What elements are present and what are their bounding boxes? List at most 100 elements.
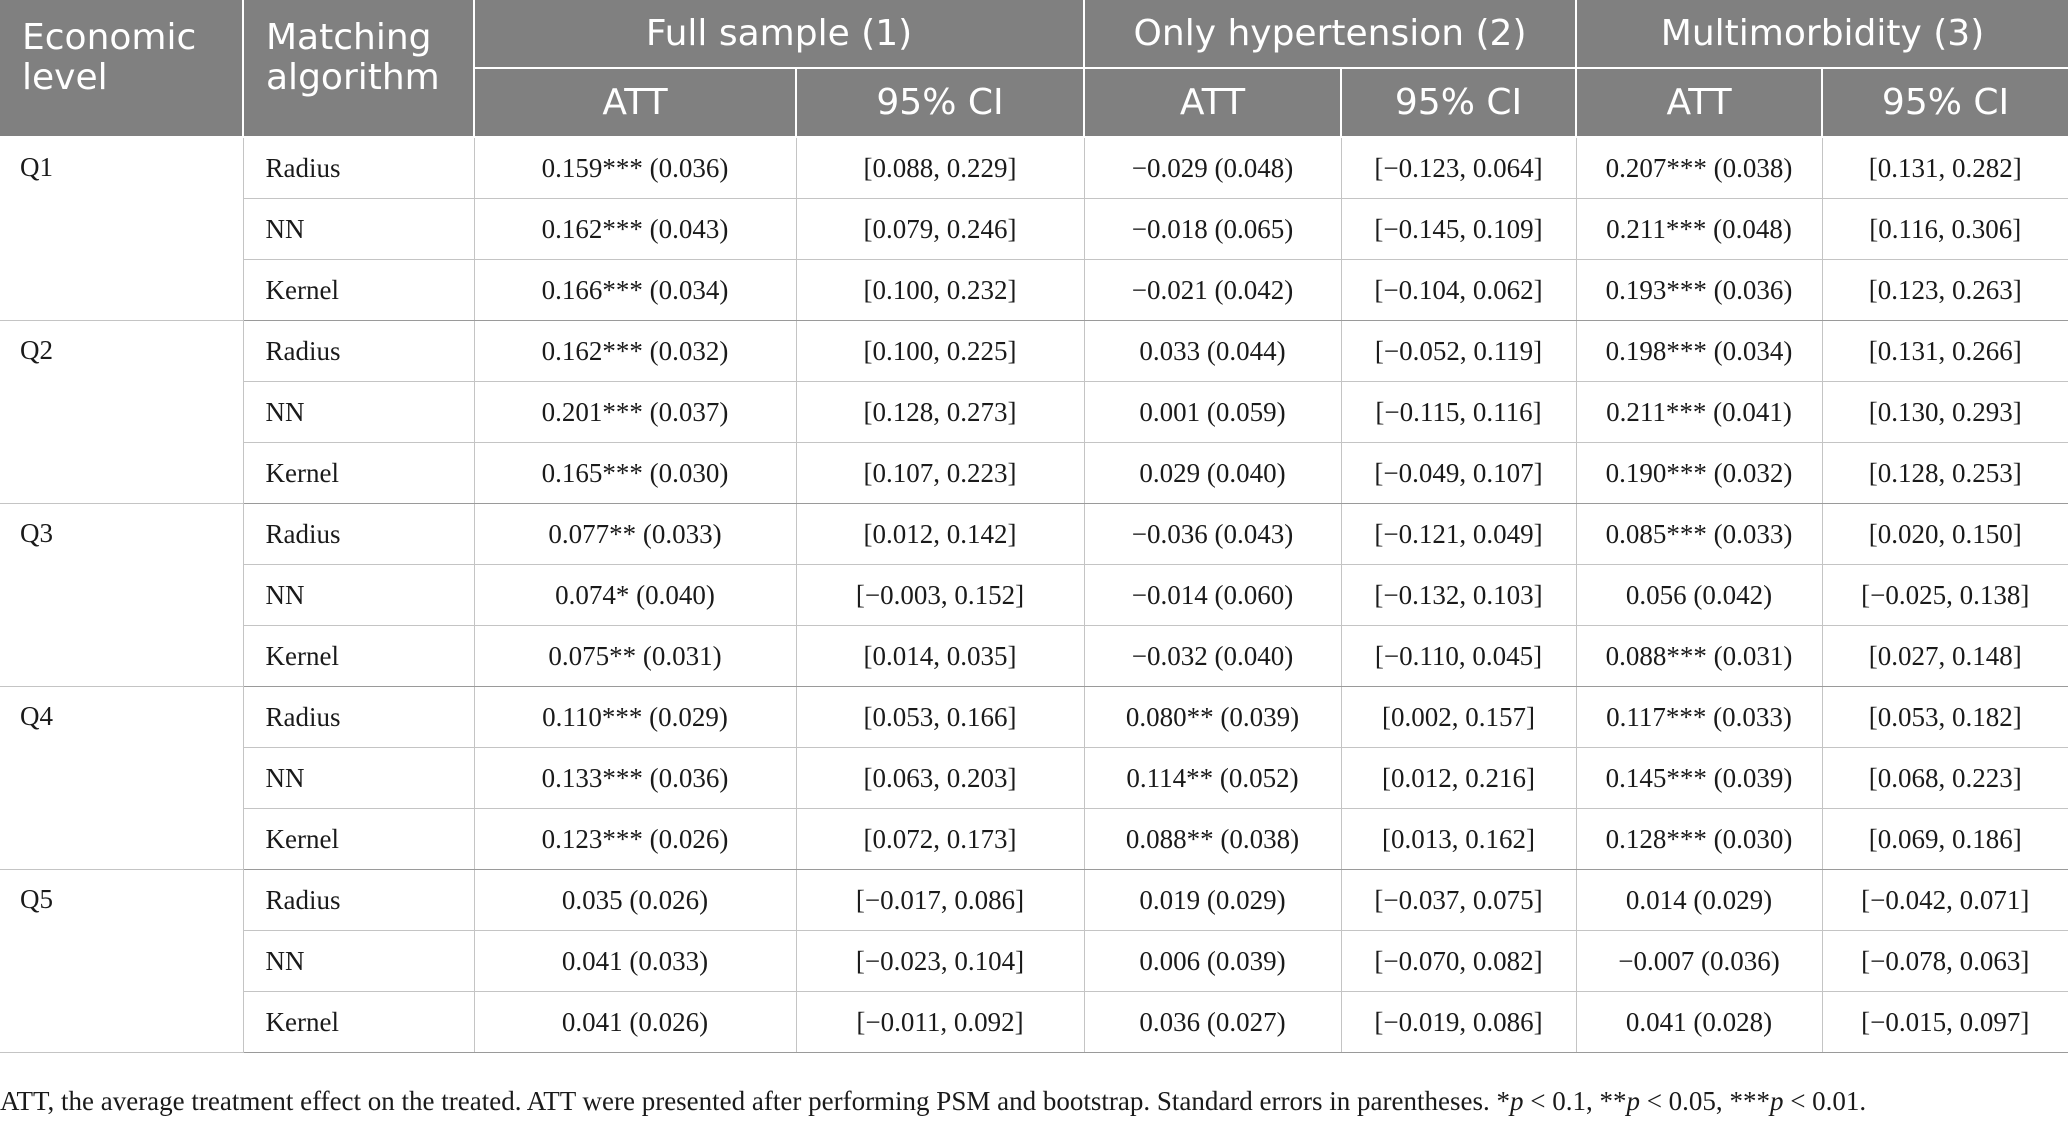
multimorbidity-ci-cell: [0.020, 0.150] <box>1822 503 2068 565</box>
subheader-att: ATT <box>474 68 797 138</box>
only-hypertension-att-cell: −0.018 (0.065) <box>1084 198 1342 260</box>
only-hypertension-ci-cell: [−0.104, 0.062] <box>1341 259 1577 321</box>
only-hypertension-att-cell: 0.088** (0.038) <box>1084 808 1342 870</box>
footnote-sig2-threshold: < 0.05, <box>1639 1086 1730 1116</box>
matching-algorithm-cell: Kernel <box>243 625 475 687</box>
only-hypertension-ci-cell: [0.013, 0.162] <box>1341 808 1577 870</box>
full-sample-ci-cell: [−0.011, 0.092] <box>796 991 1085 1053</box>
only-hypertension-att-cell: −0.036 (0.043) <box>1084 503 1342 565</box>
full-sample-att-cell: 0.159*** (0.036) <box>474 137 797 199</box>
table-body: Q1 Radius 0.159*** (0.036) [0.088, 0.229] −0… <box>0 137 2068 1053</box>
only-hypertension-att-cell: 0.114** (0.052) <box>1084 747 1342 809</box>
only-hypertension-ci-cell: [−0.070, 0.082] <box>1341 930 1577 992</box>
matching-algorithm-cell: Kernel <box>243 442 475 504</box>
only-hypertension-ci-cell: [−0.121, 0.049] <box>1341 503 1577 565</box>
multimorbidity-att-cell: 0.117*** (0.033) <box>1576 686 1823 748</box>
only-hypertension-ci-cell: [−0.145, 0.109] <box>1341 198 1577 260</box>
footnote-sig2-stars: ** <box>1599 1086 1627 1116</box>
table-row: Kernel 0.041 (0.026) [−0.011, 0.092] 0.036 … <box>0 991 2068 1053</box>
economic-level-cell: Q3 <box>0 503 244 687</box>
only-hypertension-att-cell: 0.036 (0.027) <box>1084 991 1342 1053</box>
footnote-p: p <box>1769 1086 1784 1116</box>
only-hypertension-ci-cell: [−0.115, 0.116] <box>1341 381 1577 443</box>
table-row: NN 0.074* (0.040) [−0.003, 0.152] −0.014 (0… <box>0 564 2068 626</box>
table-row: Kernel 0.165*** (0.030) [0.107, 0.223] 0.02… <box>0 442 2068 504</box>
table-row: NN 0.041 (0.033) [−0.023, 0.104] 0.006 (0.0… <box>0 930 2068 992</box>
multimorbidity-att-cell: 0.211*** (0.041) <box>1576 381 1823 443</box>
only-hypertension-att-cell: 0.019 (0.029) <box>1084 869 1342 931</box>
full-sample-att-cell: 0.075** (0.031) <box>474 625 797 687</box>
only-hypertension-ci-cell: [−0.019, 0.086] <box>1341 991 1577 1053</box>
matching-algorithm-cell: Kernel <box>243 991 475 1053</box>
footnote-text: ATT, the average treatment effect on the… <box>0 1086 1490 1116</box>
multimorbidity-att-cell: 0.198*** (0.034) <box>1576 320 1823 382</box>
multimorbidity-ci-cell: [0.069, 0.186] <box>1822 808 2068 870</box>
footnote-p: p <box>1509 1086 1524 1116</box>
economic-level-cell: Q5 <box>0 869 244 1053</box>
multimorbidity-ci-cell: [0.130, 0.293] <box>1822 381 2068 443</box>
economic-level-cell: Q4 <box>0 686 244 870</box>
full-sample-att-cell: 0.123*** (0.026) <box>474 808 797 870</box>
subheader-ci: 95% CI <box>1822 68 2068 138</box>
full-sample-att-cell: 0.035 (0.026) <box>474 869 797 931</box>
subheader-att: ATT <box>1084 68 1343 138</box>
only-hypertension-ci-cell: [−0.110, 0.045] <box>1341 625 1577 687</box>
multimorbidity-att-cell: −0.007 (0.036) <box>1576 930 1823 992</box>
full-sample-ci-cell: [0.088, 0.229] <box>796 137 1085 199</box>
multimorbidity-ci-cell: [0.131, 0.266] <box>1822 320 2068 382</box>
table-row: NN 0.162*** (0.043) [0.079, 0.246] −0.018 (… <box>0 198 2068 260</box>
multimorbidity-att-cell: 0.014 (0.029) <box>1576 869 1823 931</box>
full-sample-att-cell: 0.133*** (0.036) <box>474 747 797 809</box>
footnote-p: p <box>1626 1086 1640 1116</box>
table-row: Q2 Radius 0.162*** (0.032) [0.100, 0.225] 0.… <box>0 320 2068 504</box>
full-sample-att-cell: 0.201*** (0.037) <box>474 381 797 443</box>
full-sample-att-cell: 0.077** (0.033) <box>474 503 797 565</box>
table-row: Q3 Radius 0.077** (0.033) [0.012, 0.142] −0.… <box>0 503 2068 687</box>
full-sample-att-cell: 0.041 (0.033) <box>474 930 797 992</box>
header-matching-algorithm: Matching algorithm <box>243 0 475 138</box>
subheader-att: ATT <box>1576 68 1824 138</box>
full-sample-ci-cell: [0.053, 0.166] <box>796 686 1085 748</box>
multimorbidity-ci-cell: [0.068, 0.223] <box>1822 747 2068 809</box>
table-row: NN 0.133*** (0.036) [0.063, 0.203] 0.114** … <box>0 747 2068 809</box>
full-sample-att-cell: 0.162*** (0.043) <box>474 198 797 260</box>
full-sample-ci-cell: [0.107, 0.223] <box>796 442 1085 504</box>
matching-algorithm-cell: NN <box>243 564 475 626</box>
multimorbidity-att-cell: 0.190*** (0.032) <box>1576 442 1823 504</box>
only-hypertension-ci-cell: [0.012, 0.216] <box>1341 747 1577 809</box>
matching-algorithm-cell: Kernel <box>243 259 475 321</box>
multimorbidity-ci-cell: [−0.025, 0.138] <box>1822 564 2068 626</box>
full-sample-att-cell: 0.166*** (0.034) <box>474 259 797 321</box>
multimorbidity-att-cell: 0.211*** (0.048) <box>1576 198 1823 260</box>
multimorbidity-ci-cell: [0.128, 0.253] <box>1822 442 2068 504</box>
only-hypertension-att-cell: 0.080** (0.039) <box>1084 686 1342 748</box>
footnote-sig1-threshold: < 0.1, <box>1523 1086 1600 1116</box>
full-sample-ci-cell: [0.100, 0.232] <box>796 259 1085 321</box>
matching-algorithm-cell: Radius <box>243 137 475 199</box>
multimorbidity-att-cell: 0.145*** (0.039) <box>1576 747 1823 809</box>
header-group-full-sample: Full sample (1) <box>474 0 1086 69</box>
full-sample-att-cell: 0.074* (0.040) <box>474 564 797 626</box>
multimorbidity-ci-cell: [0.027, 0.148] <box>1822 625 2068 687</box>
header-economic-level: Economic level <box>0 0 244 138</box>
multimorbidity-ci-cell: [−0.042, 0.071] <box>1822 869 2068 931</box>
matching-algorithm-cell: NN <box>243 381 475 443</box>
full-sample-ci-cell: [0.128, 0.273] <box>796 381 1085 443</box>
only-hypertension-att-cell: 0.006 (0.039) <box>1084 930 1342 992</box>
only-hypertension-att-cell: 0.001 (0.059) <box>1084 381 1342 443</box>
multimorbidity-ci-cell: [0.123, 0.263] <box>1822 259 2068 321</box>
table-row: Kernel 0.166*** (0.034) [0.100, 0.232] −0.0… <box>0 259 2068 321</box>
footnote-sig1-stars: * <box>1496 1086 1510 1116</box>
header-group-multimorbidity: Multimorbidity (3) <box>1576 0 2068 69</box>
only-hypertension-att-cell: −0.014 (0.060) <box>1084 564 1342 626</box>
only-hypertension-ci-cell: [−0.052, 0.119] <box>1341 320 1577 382</box>
multimorbidity-att-cell: 0.193*** (0.036) <box>1576 259 1823 321</box>
table-row: Q5 Radius 0.035 (0.026) [−0.017, 0.086] 0.01… <box>0 869 2068 1053</box>
results-table: Economic level Matching algorithm Full s… <box>0 0 2068 1053</box>
multimorbidity-ci-cell: [−0.015, 0.097] <box>1822 991 2068 1053</box>
full-sample-ci-cell: [−0.003, 0.152] <box>796 564 1085 626</box>
table-row: Q4 Radius 0.110*** (0.029) [0.053, 0.166] 0.… <box>0 686 2068 870</box>
table-row: Kernel 0.123*** (0.026) [0.072, 0.173] 0.08… <box>0 808 2068 870</box>
full-sample-att-cell: 0.041 (0.026) <box>474 991 797 1053</box>
